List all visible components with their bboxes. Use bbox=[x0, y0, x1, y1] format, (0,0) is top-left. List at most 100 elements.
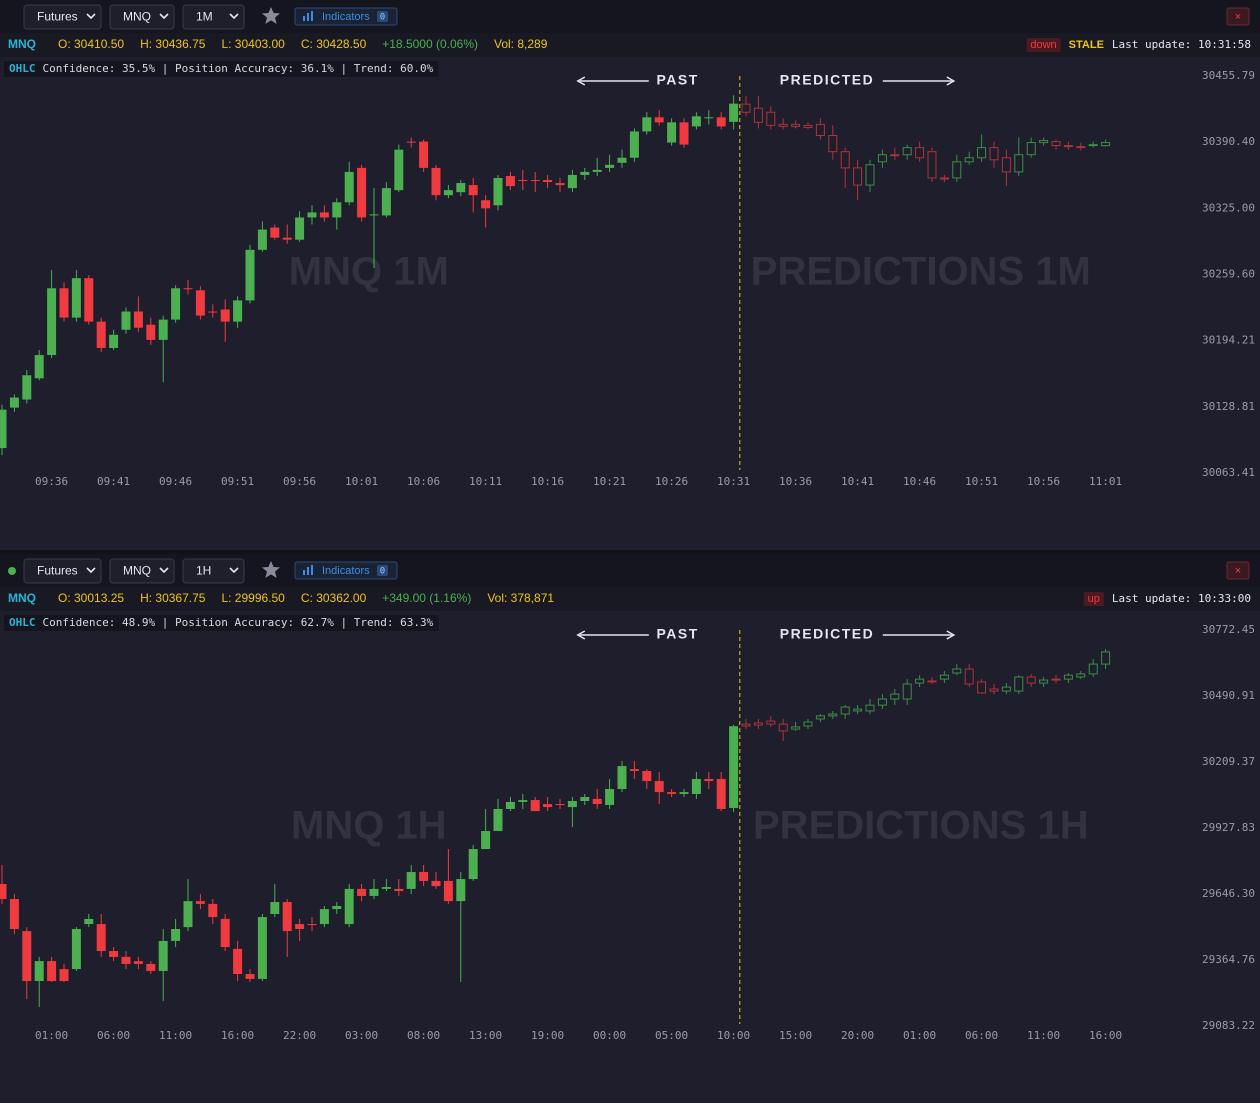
info-high: H: 30436.75 bbox=[140, 37, 206, 51]
x-tick-label: 16:00 bbox=[221, 1029, 254, 1042]
candle-body bbox=[791, 123, 801, 127]
info-volume: Vol: 8,289 bbox=[494, 37, 548, 51]
candle-body bbox=[803, 721, 813, 727]
candle-body bbox=[431, 880, 441, 887]
live-dot bbox=[8, 567, 16, 575]
candle-body bbox=[208, 311, 218, 313]
x-tick-label: 03:00 bbox=[345, 1029, 378, 1042]
candle-body bbox=[84, 278, 94, 322]
dropdown-label: 1H bbox=[196, 564, 211, 578]
x-tick-label: 10:51 bbox=[965, 475, 998, 488]
past-label: PAST bbox=[656, 626, 698, 642]
candle-body bbox=[295, 217, 305, 240]
x-tick-label: 11:00 bbox=[159, 1029, 192, 1042]
candle-body bbox=[493, 177, 503, 206]
close-button[interactable] bbox=[1226, 561, 1250, 580]
candle-body bbox=[9, 898, 19, 929]
candle-body bbox=[691, 116, 701, 127]
indicators-label: Indicators bbox=[322, 11, 370, 23]
candle-body bbox=[952, 668, 962, 674]
candle-body bbox=[567, 174, 577, 189]
x-tick-label: 00:00 bbox=[593, 1029, 626, 1042]
candle-body bbox=[828, 713, 838, 717]
dropdown[interactable] bbox=[182, 558, 245, 584]
candle-body bbox=[84, 918, 94, 925]
candle-body bbox=[270, 902, 280, 914]
indicator-count: 0 bbox=[380, 567, 385, 577]
candle-body bbox=[1063, 145, 1073, 148]
candle-body bbox=[59, 969, 69, 982]
x-tick-label: 10:31 bbox=[717, 475, 750, 488]
close-icon: × bbox=[1235, 565, 1241, 577]
candle-body bbox=[1039, 140, 1049, 144]
candle-body bbox=[394, 888, 404, 892]
candle-body bbox=[96, 321, 106, 348]
y-tick-label: 29364.76 bbox=[1202, 953, 1255, 966]
x-tick-label: 10:11 bbox=[469, 475, 502, 488]
candle-body bbox=[1101, 142, 1111, 147]
x-tick-label: 08:00 bbox=[407, 1029, 440, 1042]
indicators-icon bbox=[307, 13, 309, 21]
candle-body bbox=[605, 164, 615, 168]
y-tick-label: 30209.37 bbox=[1202, 755, 1255, 768]
x-tick-label: 11:01 bbox=[1089, 475, 1122, 488]
candle-body bbox=[530, 800, 540, 812]
dropdown[interactable] bbox=[182, 4, 245, 30]
candle-body bbox=[121, 956, 131, 964]
close-icon: × bbox=[1235, 11, 1241, 23]
indicators-button[interactable] bbox=[294, 7, 398, 26]
direction-badge bbox=[1083, 592, 1104, 606]
candle-body bbox=[431, 167, 441, 196]
candle-body bbox=[964, 157, 974, 163]
candle-body bbox=[505, 175, 515, 187]
favorite-star[interactable] bbox=[262, 561, 280, 578]
chevron bbox=[159, 567, 169, 574]
y-tick-label: 30259.60 bbox=[1202, 268, 1255, 281]
candle-body bbox=[220, 918, 230, 948]
dropdown[interactable] bbox=[23, 558, 102, 584]
candle-body bbox=[34, 961, 44, 982]
candle-body bbox=[567, 800, 577, 808]
candle-body bbox=[270, 227, 280, 238]
info-low: L: 29996.50 bbox=[221, 591, 285, 605]
chevron bbox=[229, 13, 239, 20]
candle-body bbox=[456, 879, 466, 902]
x-tick-label: 01:00 bbox=[903, 1029, 936, 1042]
candle-body bbox=[704, 778, 714, 782]
dropdown-label: MNQ bbox=[123, 10, 151, 24]
candle-body bbox=[952, 161, 962, 179]
candle-body bbox=[939, 674, 949, 680]
dropdown[interactable] bbox=[23, 4, 102, 30]
candle-body bbox=[927, 151, 937, 179]
candle-body bbox=[815, 715, 825, 720]
candle-body bbox=[691, 778, 701, 794]
dropdown-label: Futures bbox=[37, 564, 78, 578]
favorite-star[interactable] bbox=[262, 7, 280, 24]
dropdown[interactable] bbox=[109, 4, 175, 30]
candle-body bbox=[1014, 154, 1024, 173]
watermark: MNQ 1H bbox=[291, 804, 447, 848]
candle-body bbox=[245, 249, 255, 301]
candle-body bbox=[592, 169, 602, 172]
last-update: Last update: 10:33:00 bbox=[1112, 592, 1251, 605]
predicted-label: PREDICTED bbox=[780, 72, 874, 88]
watermark: PREDICTIONS 1M bbox=[751, 250, 1091, 294]
candle-body bbox=[592, 798, 602, 805]
candle-body bbox=[741, 723, 751, 727]
indicators-icon bbox=[303, 16, 305, 21]
x-tick-label: 10:00 bbox=[717, 1029, 750, 1042]
candle-body bbox=[1026, 142, 1036, 156]
past-label: PAST bbox=[656, 72, 698, 88]
dropdown[interactable] bbox=[109, 558, 175, 584]
candle-body bbox=[1051, 678, 1061, 681]
close-button[interactable] bbox=[1226, 7, 1250, 26]
y-tick-label: 30455.79 bbox=[1202, 69, 1255, 82]
candle-body bbox=[307, 924, 317, 926]
candle-body bbox=[0, 883, 7, 899]
candle-body bbox=[133, 311, 143, 328]
candle-body bbox=[555, 804, 565, 806]
x-tick-label: 05:00 bbox=[655, 1029, 688, 1042]
candle-body bbox=[468, 849, 478, 880]
candle-body bbox=[282, 902, 292, 932]
indicators-button[interactable] bbox=[294, 561, 398, 580]
